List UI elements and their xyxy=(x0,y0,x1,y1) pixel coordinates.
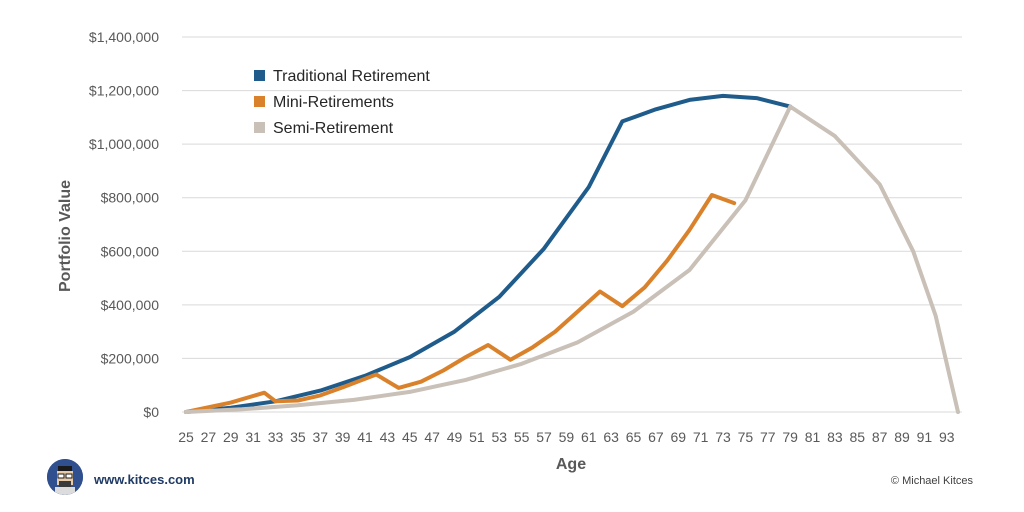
x-tick-label: 63 xyxy=(603,429,619,445)
x-tick-label: 79 xyxy=(782,429,798,445)
series-line-0 xyxy=(184,93,793,414)
legend-swatch xyxy=(254,122,265,133)
x-tick-label: 57 xyxy=(536,429,552,445)
x-tick-label: 89 xyxy=(894,429,910,445)
grid-lines xyxy=(182,36,962,413)
x-tick-label: 77 xyxy=(760,429,776,445)
website-link[interactable]: www.kitces.com xyxy=(94,472,195,487)
copyright-text: © Michael Kitces xyxy=(890,475,973,487)
y-axis-ticks: $0 $200,000 $400,000 $600,000 $800,000 $1,000… xyxy=(89,29,159,420)
x-tick-label: 65 xyxy=(626,429,642,445)
y-tick-label: $400,000 xyxy=(101,297,160,313)
x-tick-label: 83 xyxy=(827,429,843,445)
x-tick-label: 33 xyxy=(268,429,284,445)
x-tick-label: 67 xyxy=(648,429,664,445)
x-tick-label: 85 xyxy=(850,429,866,445)
x-axis-ticks: 25 27 29 31 33 35 37 39 41 43 45 47 49 51 53 55 57 59 61 63… xyxy=(178,429,955,445)
legend-label: Mini-Retirements xyxy=(273,94,394,111)
x-tick-label: 25 xyxy=(178,429,194,445)
x-tick-label: 87 xyxy=(872,429,888,445)
x-tick-label: 91 xyxy=(917,429,933,445)
y-tick-label: $1,000,000 xyxy=(89,136,159,152)
x-tick-label: 69 xyxy=(671,429,687,445)
y-tick-label: $600,000 xyxy=(101,243,160,259)
legend-swatch xyxy=(254,96,265,107)
x-tick-label: 29 xyxy=(223,429,239,445)
y-tick-label: $1,400,000 xyxy=(89,29,159,45)
y-tick-label: $800,000 xyxy=(101,190,160,206)
x-tick-label: 75 xyxy=(738,429,754,445)
x-tick-label: 61 xyxy=(581,429,597,445)
x-tick-label: 55 xyxy=(514,429,530,445)
legend-label: Traditional Retirement xyxy=(273,68,430,85)
x-tick-label: 73 xyxy=(715,429,731,445)
y-tick-label: $200,000 xyxy=(101,350,160,366)
x-tick-label: 37 xyxy=(312,429,328,445)
x-tick-label: 45 xyxy=(402,429,418,445)
x-tick-label: 81 xyxy=(805,429,821,445)
x-tick-label: 53 xyxy=(491,429,507,445)
x-tick-label: 27 xyxy=(201,429,217,445)
x-tick-label: 43 xyxy=(380,429,396,445)
x-tick-label: 71 xyxy=(693,429,709,445)
legend-label: Semi-Retirement xyxy=(273,120,394,137)
x-tick-label: 93 xyxy=(939,429,955,445)
y-tick-label: $0 xyxy=(143,404,159,420)
series-line-1 xyxy=(184,193,737,414)
x-tick-label: 47 xyxy=(424,429,440,445)
x-tick-label: 39 xyxy=(335,429,351,445)
kitces-avatar-logo xyxy=(47,459,83,495)
y-axis-title: Portfolio Value xyxy=(57,180,74,292)
legend: Traditional Retirement Mini-Retirements Se… xyxy=(254,68,430,137)
avatar-icon xyxy=(47,459,83,495)
x-tick-label: 59 xyxy=(559,429,575,445)
x-axis-title: Age xyxy=(556,456,586,473)
x-tick-label: 31 xyxy=(245,429,261,445)
series-line-2 xyxy=(184,104,960,414)
y-tick-label: $1,200,000 xyxy=(89,83,159,99)
x-tick-label: 49 xyxy=(447,429,463,445)
x-tick-label: 51 xyxy=(469,429,485,445)
x-tick-label: 41 xyxy=(357,429,373,445)
x-tick-label: 35 xyxy=(290,429,306,445)
series-lines xyxy=(184,93,960,414)
legend-swatch xyxy=(254,70,265,81)
